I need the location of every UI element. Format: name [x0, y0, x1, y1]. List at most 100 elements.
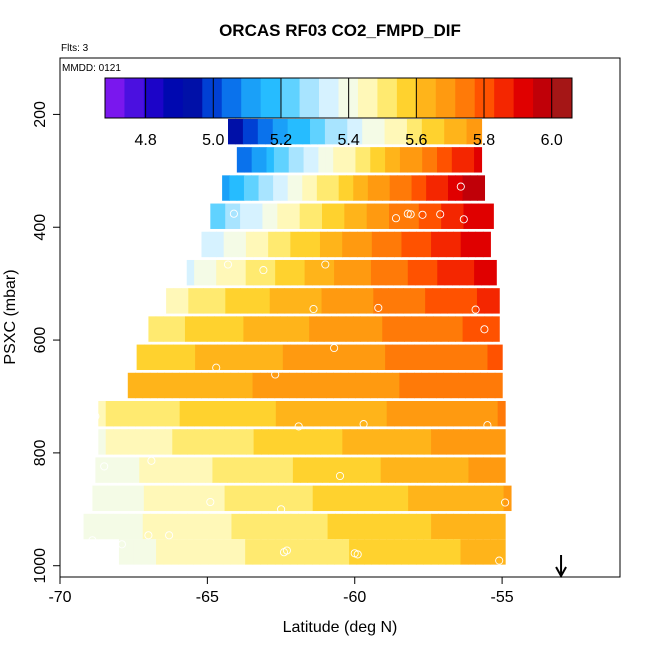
heatmap-cell	[448, 203, 457, 229]
heatmap-cell	[443, 372, 452, 399]
heatmap-cell	[114, 485, 123, 512]
heatmap-cell	[453, 539, 462, 565]
heatmap-cell	[422, 147, 431, 173]
heatmap-cell	[193, 539, 202, 565]
heatmap-cell	[259, 147, 268, 173]
heatmap-cell	[447, 288, 456, 314]
heatmap-cell	[135, 372, 144, 399]
heatmap-cell	[177, 316, 186, 342]
heatmap-cell	[238, 513, 247, 540]
heatmap-cell	[347, 118, 356, 145]
heatmap-cell	[338, 316, 347, 342]
heatmap-cell	[242, 118, 251, 145]
heatmap-cell	[150, 400, 159, 427]
heatmap-cell	[294, 175, 303, 201]
flights-label: Flts: 3	[61, 43, 89, 54]
heatmap-cell	[199, 316, 208, 342]
heatmap-cell	[260, 539, 269, 565]
data-point	[335, 471, 345, 481]
heatmap-cell	[216, 259, 225, 286]
heatmap-cell	[297, 344, 306, 370]
heatmap-cell	[421, 118, 430, 145]
heatmap-cell	[237, 372, 246, 399]
heatmap-cell	[436, 344, 445, 370]
heatmap-cell	[234, 457, 243, 483]
heatmap-cell	[408, 513, 417, 540]
heatmap-cell	[343, 288, 352, 314]
heatmap-cell	[408, 429, 417, 455]
heatmap-cell	[314, 203, 323, 229]
heatmap-cell	[357, 429, 366, 455]
heatmap-cell	[384, 372, 393, 399]
heatmap-cell	[332, 118, 341, 145]
heatmap-cell	[284, 203, 293, 229]
heatmap-cell	[379, 400, 388, 427]
heatmap-cell	[136, 485, 145, 512]
heatmap-cell	[266, 147, 275, 173]
heatmap-cell	[491, 288, 500, 314]
heatmap-cell	[339, 118, 348, 145]
heatmap-cell	[484, 288, 493, 314]
heatmap-cell	[456, 203, 465, 229]
heatmap-cell	[195, 288, 204, 314]
data-point	[330, 343, 339, 353]
heatmap-cell	[407, 259, 416, 286]
heatmap-cell	[317, 118, 326, 145]
heatmap-cell	[345, 175, 354, 201]
heatmap-cell	[425, 288, 434, 314]
heatmap-cell	[229, 175, 238, 201]
heatmap-cell	[311, 372, 320, 399]
heatmap-cell	[205, 457, 214, 483]
heatmap-cell	[482, 231, 491, 258]
heatmap-cell	[230, 539, 239, 565]
heatmap-cell	[296, 372, 305, 399]
heatmap-cell	[347, 372, 356, 399]
heatmap-cell	[245, 231, 254, 258]
arrow-marker	[555, 555, 567, 579]
heatmap-cell	[329, 457, 338, 483]
heatmap-cell	[341, 344, 350, 370]
x-axis-label: Latitude (deg N)	[283, 619, 398, 636]
heatmap-cell	[201, 259, 210, 286]
heatmap-cell	[336, 288, 345, 314]
heatmap-cell	[316, 175, 325, 201]
heatmap-cell	[475, 231, 484, 258]
heatmap-cell	[142, 429, 151, 455]
heatmap-cell	[379, 231, 388, 258]
heatmap-cell	[314, 288, 323, 314]
heatmap-cell	[415, 259, 424, 286]
heatmap-cell	[228, 316, 237, 342]
heatmap-cell	[474, 118, 483, 145]
heatmap-cell	[273, 175, 281, 201]
heatmap-cell	[282, 259, 291, 286]
heatmap-cell	[365, 288, 374, 314]
heatmap-cell	[297, 539, 306, 565]
heatmap-cell	[306, 288, 315, 314]
heatmap-cell	[487, 372, 496, 399]
heatmap-cell	[231, 429, 240, 455]
heatmap-cell	[193, 372, 202, 399]
heatmap-cell	[441, 203, 450, 229]
heatmap-cell	[254, 288, 263, 314]
heatmap-cell	[483, 457, 492, 483]
heatmap-cell	[351, 203, 360, 229]
heatmap-cell	[304, 344, 313, 370]
heatmap-cell	[304, 539, 313, 565]
heatmap-cell	[445, 400, 454, 427]
heatmap-cell	[179, 400, 188, 427]
heatmap-cell	[482, 513, 491, 540]
heatmap-cell	[168, 457, 177, 483]
heatmap-cell	[110, 457, 118, 483]
heatmap-cell	[377, 147, 386, 173]
heatmap-cell	[436, 372, 444, 399]
heatmap-cell	[385, 259, 394, 286]
heatmap-cell	[363, 259, 372, 286]
heatmap-cell	[393, 539, 402, 565]
heatmap-cell	[246, 513, 255, 540]
heatmap-cell	[349, 231, 358, 258]
heatmap-cell	[395, 288, 404, 314]
heatmap-cell	[210, 288, 219, 314]
heatmap-cell	[258, 316, 266, 342]
heatmap-cell	[430, 485, 439, 512]
heatmap-cell	[327, 400, 336, 427]
